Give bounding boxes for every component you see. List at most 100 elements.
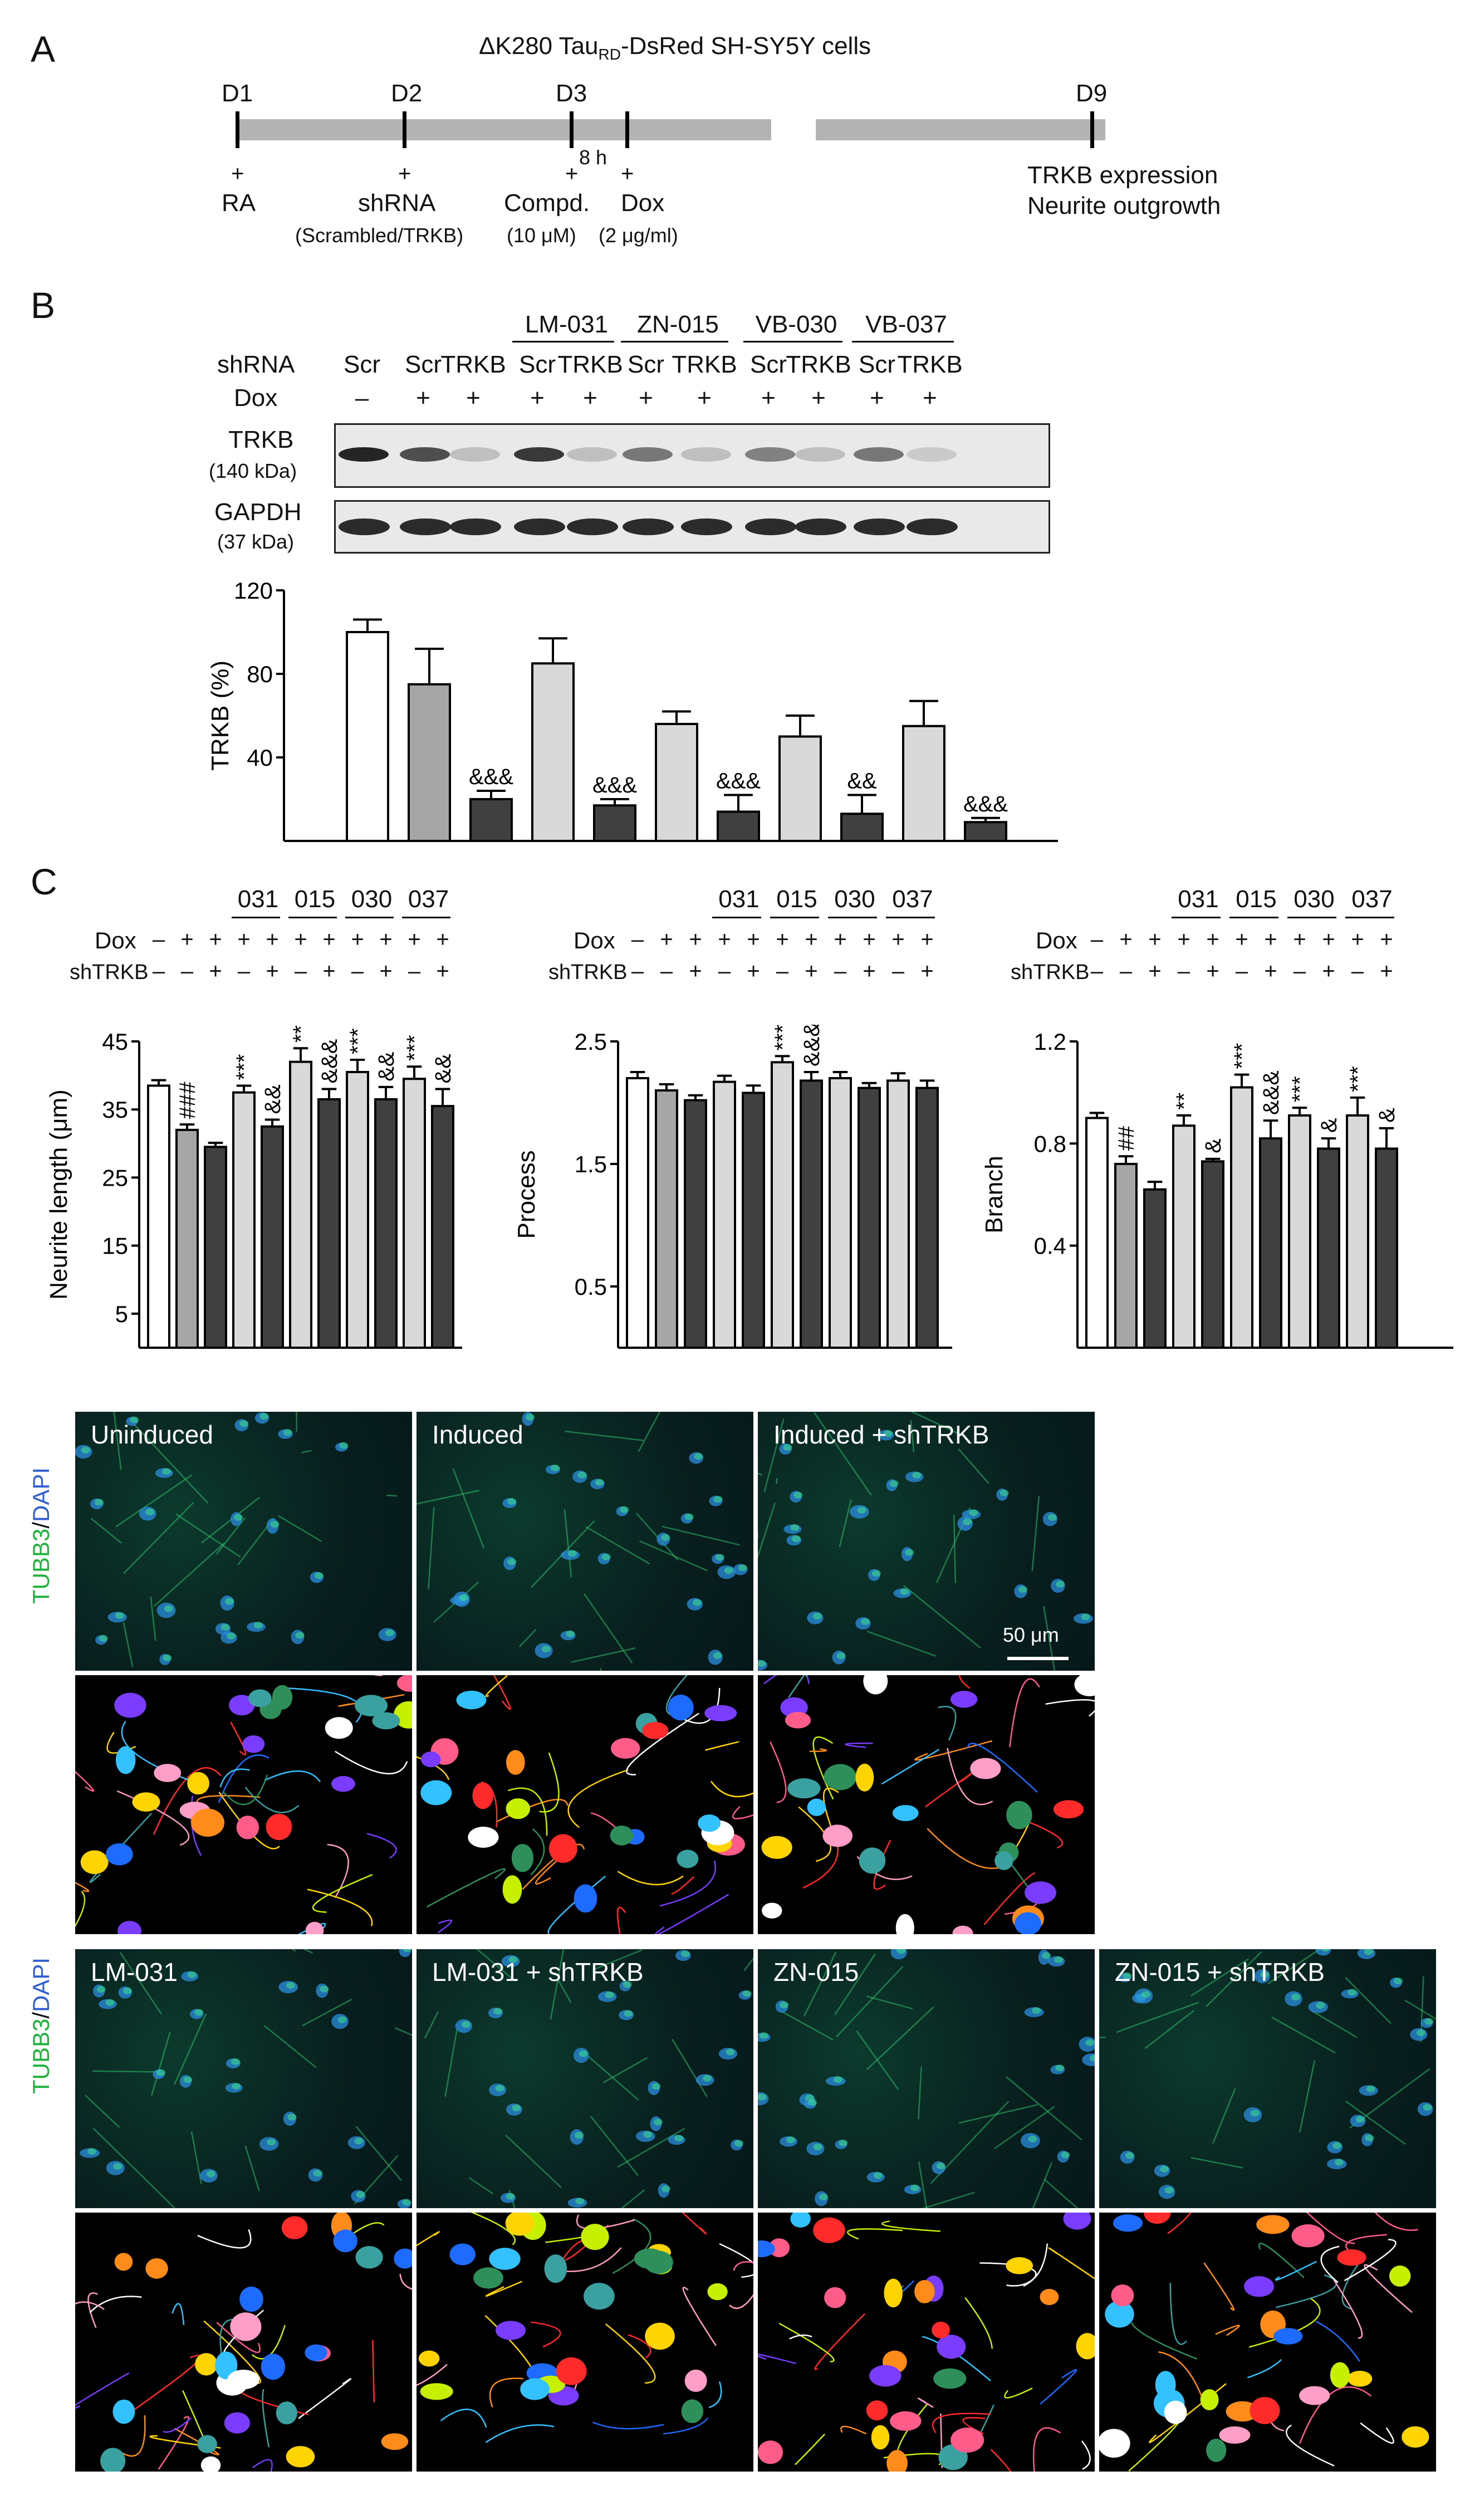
timeline-bar-right xyxy=(816,119,1105,140)
cell-body xyxy=(1125,2152,1134,2159)
cell-body xyxy=(883,1430,893,1437)
day-label-d9: D9 xyxy=(1076,80,1108,107)
micrograph-cells xyxy=(80,1949,412,2208)
cell-body xyxy=(790,1524,800,1531)
segmented-cell xyxy=(1006,1800,1032,1829)
blot-trkb-label: TRKB xyxy=(228,426,294,453)
cell-body xyxy=(234,1514,243,1521)
neurite xyxy=(620,2189,645,2208)
shrna-lane-label: TRKB xyxy=(557,351,623,378)
dox-lane-label: + xyxy=(466,384,481,412)
shtrkb-lane-label: + xyxy=(689,959,702,983)
cell-body xyxy=(163,1654,172,1661)
y-tick-label: 1.2 xyxy=(1034,1029,1066,1055)
shrna-lane-label: Scr xyxy=(405,351,442,378)
dox-lane-label: + xyxy=(870,384,884,412)
shtrkb-lane-label: + xyxy=(1322,959,1335,983)
neurite-trace xyxy=(733,2261,753,2271)
stain-blue: DAPI xyxy=(28,1467,54,1522)
cell-body xyxy=(508,1956,518,1963)
segmented-cell xyxy=(305,1921,324,1934)
neurite xyxy=(1404,1999,1436,2020)
timeline-tick-dox xyxy=(625,111,629,148)
bar xyxy=(829,1077,852,1349)
dox-lane-label: + xyxy=(923,384,937,412)
dox-lane-label: + xyxy=(718,927,731,952)
bar xyxy=(684,1099,707,1349)
segmented-cell xyxy=(200,2456,221,2472)
day-label-d1: D1 xyxy=(222,80,253,107)
segmented-cell xyxy=(950,2427,984,2453)
segmented-cell xyxy=(855,1763,874,1792)
segmented-cell xyxy=(420,2383,453,2400)
dox-lane-label: + xyxy=(351,927,364,952)
neurite-trace xyxy=(612,2218,651,2274)
significance-label: *** xyxy=(1346,1066,1370,1092)
neurite xyxy=(1345,2101,1406,2145)
y-tick-label: 40 xyxy=(247,745,273,771)
neurite-trace xyxy=(958,1675,971,1689)
readout-neurite-outgrowth: Neurite outgrowth xyxy=(1027,192,1221,219)
neurite-trace xyxy=(493,1675,511,1710)
neurite-trace xyxy=(485,2281,523,2297)
cell-body xyxy=(661,1534,670,1541)
group-underline xyxy=(345,917,394,918)
neurite xyxy=(508,2190,516,2208)
neurite-trace xyxy=(1276,2274,1337,2308)
cell-body xyxy=(605,1991,614,1999)
dox-lane-label: + xyxy=(1235,927,1248,952)
cell-body xyxy=(115,1612,124,1619)
cell-body xyxy=(969,1509,978,1516)
cell-body xyxy=(692,1599,702,1606)
cell-body xyxy=(786,2136,796,2144)
neurite-trace xyxy=(417,2364,448,2386)
cell-body xyxy=(550,1464,560,1471)
cell-body xyxy=(760,2032,769,2039)
segmented-cell xyxy=(787,1778,821,1799)
shtrkb-lane-label: + xyxy=(1380,959,1393,983)
neurite xyxy=(835,1966,904,2038)
dox-lane-label: + xyxy=(416,384,430,412)
cell-body xyxy=(227,1632,236,1640)
group-underline xyxy=(1287,917,1336,918)
y-tick-label: 5 xyxy=(115,1301,128,1327)
neurite xyxy=(1032,2162,1052,2208)
segmented-cell xyxy=(114,1692,146,1718)
neurite-trace xyxy=(1333,2279,1363,2339)
neurite xyxy=(953,1515,957,1583)
segmented-cell xyxy=(762,1902,782,1919)
cell-body xyxy=(623,1981,632,1988)
segmented-cell xyxy=(758,2240,775,2258)
cell-body xyxy=(206,2170,215,2178)
cell-body xyxy=(130,1416,139,1423)
shtrkb-row-label: shTRKB xyxy=(70,961,149,984)
neurite xyxy=(1271,2017,1336,2054)
group-underline xyxy=(288,917,337,918)
cell-body xyxy=(313,2170,322,2177)
neurite-trace xyxy=(89,1813,153,1883)
neurite xyxy=(1311,2010,1358,2038)
cell-body xyxy=(1321,1949,1330,1952)
bar xyxy=(261,1125,284,1349)
segmented-cell xyxy=(914,2280,935,2303)
group-label: 037 xyxy=(892,885,933,913)
dox-lane-label: + xyxy=(408,927,421,952)
neurite-trace xyxy=(789,2334,812,2340)
neurite-trace xyxy=(89,2296,142,2313)
segmented-cell xyxy=(372,1712,400,1730)
cell-body xyxy=(1018,1586,1027,1593)
segmented-cell xyxy=(506,1798,530,1819)
cell-body xyxy=(1159,2165,1169,2172)
day-label-d3: D3 xyxy=(556,80,587,107)
neurite-trace xyxy=(485,1675,508,1697)
neurite-trace xyxy=(881,2220,940,2232)
dox-lane-label: + xyxy=(209,927,222,952)
cell-body xyxy=(1123,1972,1132,1979)
cell-body xyxy=(780,2002,789,2009)
segmented-cell xyxy=(112,2399,135,2424)
bar xyxy=(403,1078,426,1349)
cell-body xyxy=(161,1468,171,1475)
cell-body xyxy=(194,2009,203,2016)
segmented-cell xyxy=(1206,2438,1227,2462)
group-label: 015 xyxy=(294,885,336,913)
